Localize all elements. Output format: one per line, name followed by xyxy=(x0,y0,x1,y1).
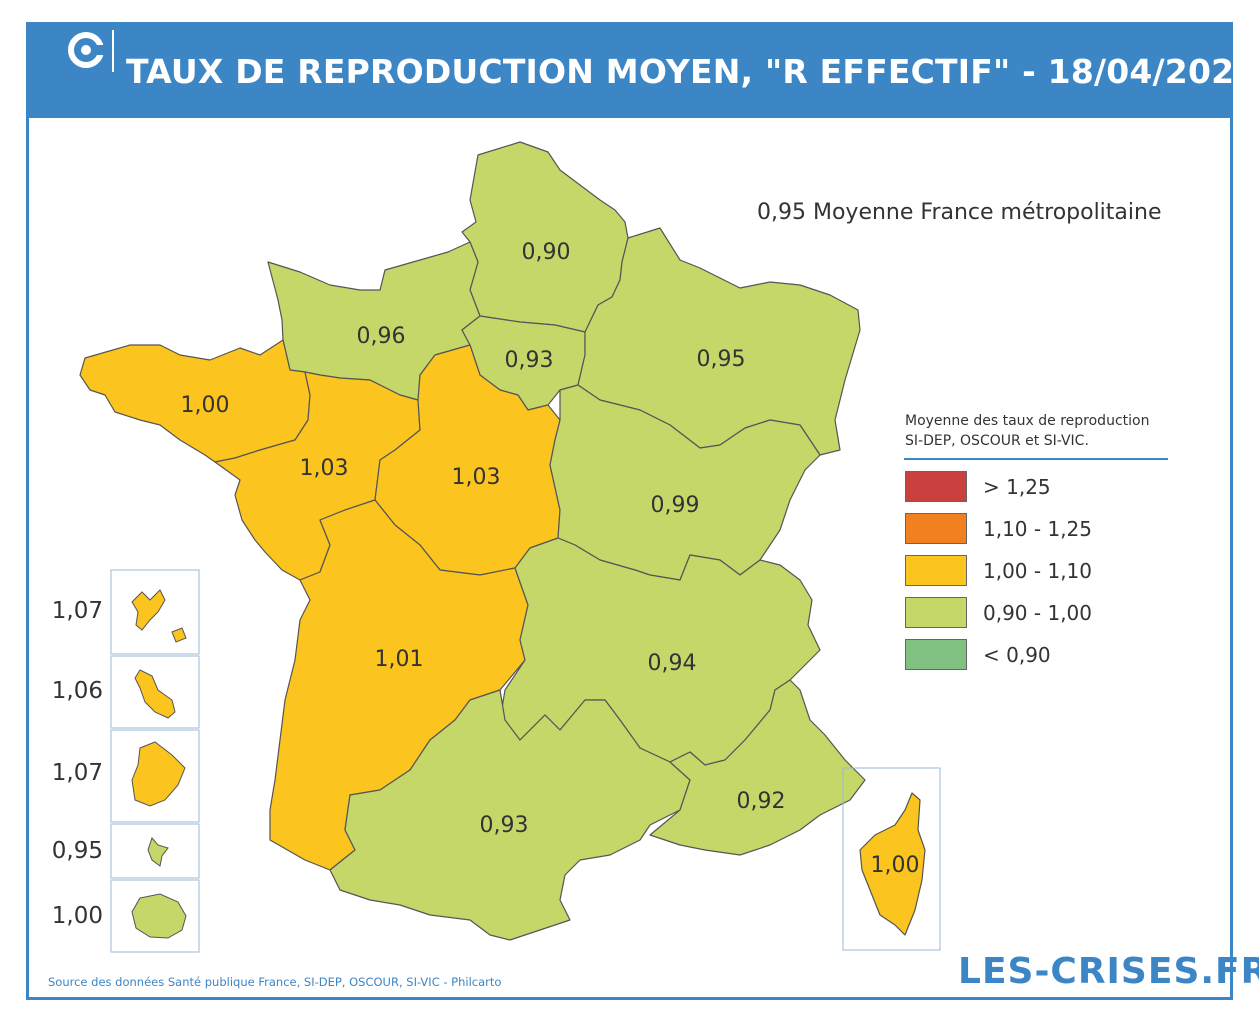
label-guadeloupe: 1,07 xyxy=(51,598,103,624)
region-corse xyxy=(859,792,926,936)
legend-item: 1,10 - 1,25 xyxy=(905,513,1205,547)
overseas-guadeloupe xyxy=(131,589,187,643)
header-bar: TAUX DE REPRODUCTION MOYEN, "R EFFECTIF"… xyxy=(26,22,1257,118)
legend-item: 1,00 - 1,10 xyxy=(905,555,1205,589)
region-occitanie xyxy=(329,689,691,941)
legend-title: Moyenne des taux de reproduction SI-DEP,… xyxy=(905,411,1149,451)
label-paca: 0,92 xyxy=(737,789,786,814)
label-auvergne: 0,94 xyxy=(648,651,697,676)
legend-swatch xyxy=(905,555,967,586)
legend-item: < 0,90 xyxy=(905,639,1205,673)
label-mayotte: 0,95 xyxy=(51,838,103,864)
legend-divider xyxy=(904,458,1168,460)
legend-label: < 0,90 xyxy=(983,643,1051,667)
label-centre: 1,03 xyxy=(452,465,501,490)
legend-label: 0,90 - 1,00 xyxy=(983,601,1092,625)
guadeloupe-inset-box xyxy=(110,569,200,655)
legend-swatch xyxy=(905,471,967,502)
legend-label: > 1,25 xyxy=(983,475,1051,499)
legend-swatch xyxy=(905,513,967,544)
legend-swatch xyxy=(905,597,967,628)
legend-label: 1,10 - 1,25 xyxy=(983,517,1092,541)
brand-link[interactable]: LES-CRISES.FR xyxy=(958,951,1259,992)
legend-label: 1,00 - 1,10 xyxy=(983,559,1092,583)
national-average: 0,95 Moyenne France métropolitaine xyxy=(757,200,1162,225)
header-separator xyxy=(112,30,114,72)
label-normandie: 0,96 xyxy=(357,324,406,349)
overseas-guyane xyxy=(131,741,186,807)
overseas-martinique xyxy=(134,669,176,719)
source-note: Source des données Santé publique France… xyxy=(48,975,502,989)
legend-swatch xyxy=(905,639,967,670)
reunion-inset-box xyxy=(110,879,200,953)
mayotte-inset-box xyxy=(110,823,200,879)
overseas-reunion xyxy=(131,893,187,939)
label-occitanie: 0,93 xyxy=(480,813,529,838)
legend-title-line2: SI-DEP, OSCOUR et SI-VIC. xyxy=(905,433,1089,449)
label-grand-est: 0,95 xyxy=(697,347,746,372)
label-bretagne: 1,00 xyxy=(181,393,230,418)
legend-item: > 1,25 xyxy=(905,471,1205,505)
label-corse: 1,00 xyxy=(871,853,920,878)
label-ile-de-france: 0,93 xyxy=(505,348,554,373)
label-hauts-de-france: 0,90 xyxy=(522,240,571,265)
label-guyane: 1,07 xyxy=(51,760,103,786)
label-nouvelle-aquitaine: 1,01 xyxy=(375,647,424,672)
overseas-mayotte xyxy=(147,837,169,867)
corse-inset-box xyxy=(842,767,941,951)
legend-title-line1: Moyenne des taux de reproduction xyxy=(905,413,1150,429)
legend-item: 0,90 - 1,00 xyxy=(905,597,1205,631)
label-martinique: 1,06 xyxy=(51,678,103,704)
label-reunion: 1,00 xyxy=(51,903,103,929)
martinique-inset-box xyxy=(110,655,200,729)
region-paca xyxy=(649,679,866,856)
guyane-inset-box xyxy=(110,729,200,823)
les-crises-logo-icon xyxy=(68,32,104,68)
label-pays-de-la-loire: 1,03 xyxy=(300,456,349,481)
page-title: TAUX DE REPRODUCTION MOYEN, "R EFFECTIF"… xyxy=(126,52,1258,91)
label-bourgogne: 0,99 xyxy=(651,493,700,518)
